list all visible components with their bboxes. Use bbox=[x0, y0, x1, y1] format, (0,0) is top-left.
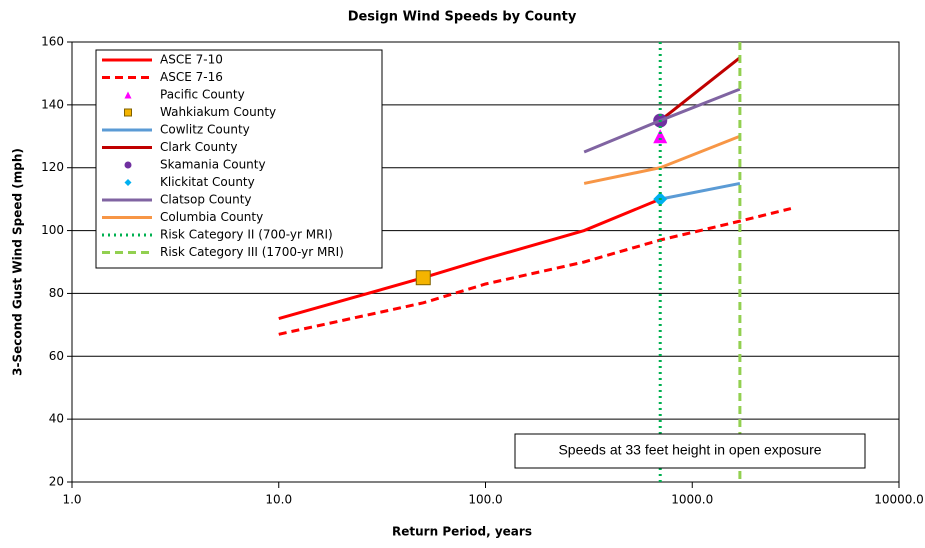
legend-label: Wahkiakum County bbox=[160, 105, 276, 119]
legend-marker bbox=[124, 108, 132, 117]
legend-marker bbox=[124, 179, 132, 186]
legend-label: Cowlitz County bbox=[160, 123, 250, 137]
y-tick-label: 100 bbox=[41, 223, 64, 237]
y-tick-label: 20 bbox=[49, 475, 64, 489]
point bbox=[415, 270, 431, 286]
line bbox=[278, 197, 661, 321]
x-tick-label: 10000.0 bbox=[874, 493, 924, 507]
plot-frame bbox=[71, 41, 900, 483]
y-tick-label: 60 bbox=[49, 349, 64, 363]
legend-label: Risk Category II (700-yr MRI) bbox=[160, 228, 333, 242]
legend-label: ASCE 7-10 bbox=[160, 53, 223, 67]
y-tick-label: 40 bbox=[49, 412, 64, 426]
chart-title: Design Wind Speeds by County bbox=[348, 10, 577, 25]
legend-label: Clark County bbox=[160, 140, 238, 154]
legend-label: Klickitat County bbox=[160, 175, 255, 189]
x-tick-label: 1000.0 bbox=[671, 493, 713, 507]
legend-marker bbox=[124, 91, 132, 99]
line bbox=[659, 181, 741, 201]
y-tick-label: 160 bbox=[41, 35, 64, 49]
annotation: Speeds at 33 feet height in open exposur… bbox=[558, 442, 821, 458]
legend-marker bbox=[124, 161, 132, 169]
y-tick-label: 140 bbox=[41, 97, 64, 111]
annotation-box bbox=[514, 433, 866, 469]
legend bbox=[95, 49, 383, 269]
line bbox=[659, 56, 741, 122]
y-tick-label: 80 bbox=[49, 286, 64, 300]
x-tick-label: 1.0 bbox=[62, 493, 81, 507]
legend-label: Skamania County bbox=[160, 158, 266, 172]
line bbox=[583, 134, 741, 185]
line bbox=[278, 207, 792, 336]
x-tick-label: 100.0 bbox=[468, 493, 502, 507]
legend-label: Pacific County bbox=[160, 88, 245, 102]
legend-label: ASCE 7-16 bbox=[160, 70, 223, 84]
y-axis-label: 3-Second Gust Wind Speed (mph) bbox=[11, 148, 25, 376]
point bbox=[653, 129, 668, 144]
x-tick-label: 10.0 bbox=[265, 493, 292, 507]
x-axis-label: Return Period, years bbox=[392, 525, 532, 539]
legend-label: Clatsop County bbox=[160, 193, 252, 207]
legend-label: Risk Category III (1700-yr MRI) bbox=[160, 245, 344, 259]
legend-label: Columbia County bbox=[160, 210, 263, 224]
y-tick-label: 120 bbox=[41, 160, 64, 174]
